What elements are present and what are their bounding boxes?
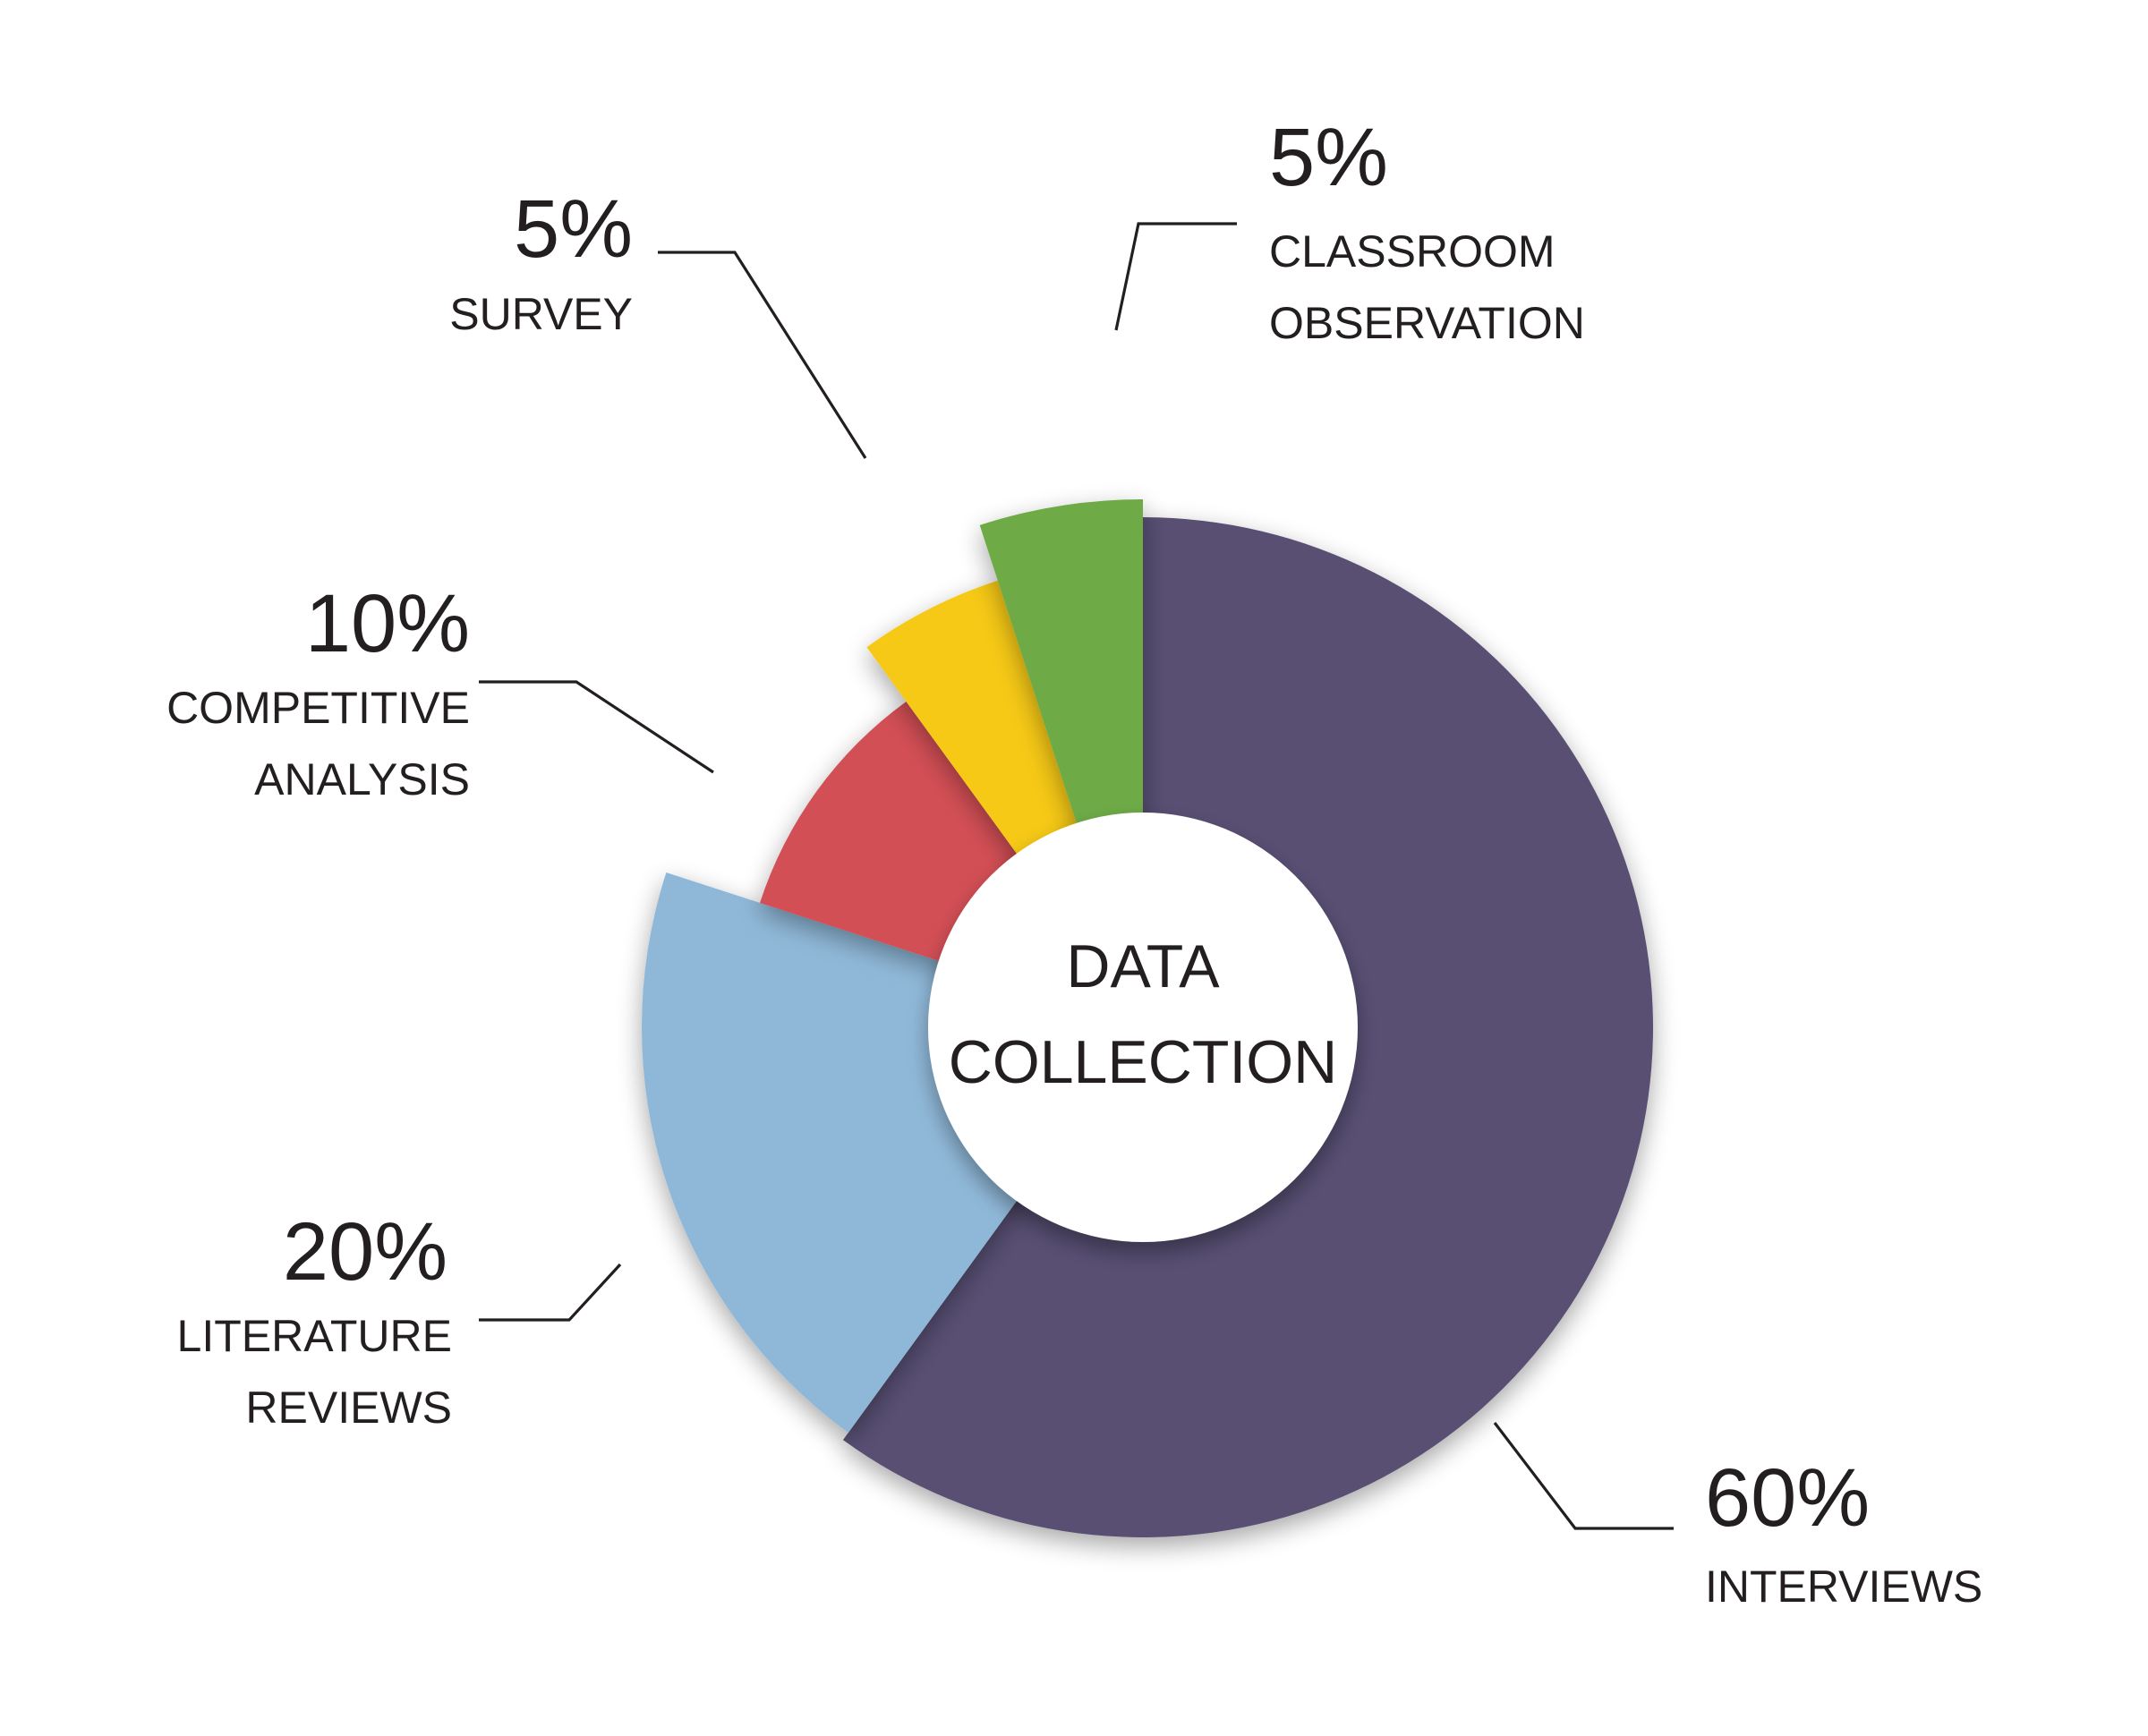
center-label-line-1: DATA	[1066, 932, 1220, 1000]
category-label-classroom-observation-line-1: CLASSROOM	[1269, 226, 1556, 277]
percent-label-classroom-observation: 5%	[1269, 112, 1388, 203]
percent-label-interviews: 60%	[1705, 1452, 1870, 1544]
category-label-classroom-observation-line-2: OBSERVATION	[1269, 298, 1585, 348]
leader-line-survey	[658, 251, 867, 459]
center-label-line-2: COLLECTION	[949, 1028, 1338, 1096]
category-label-competitive-analysis-line-2: ANALYSIS	[254, 754, 470, 804]
category-label-survey-line-1: SURVEY	[449, 289, 633, 339]
center-hole	[928, 813, 1358, 1242]
slice-labels: 60% INTERVIEWS 20% LITERATURE REVIEWS 10% COMP…	[166, 112, 1982, 1612]
leader-line-interviews	[1493, 1422, 1674, 1530]
leader-lines	[479, 222, 1674, 1530]
category-label-competitive-analysis-line-1: COMPETITIVE	[166, 683, 470, 733]
percent-label-literature-reviews: 20%	[283, 1206, 448, 1298]
category-label-interviews-line-1: INTERVIEWS	[1705, 1562, 1982, 1612]
percent-label-survey: 5%	[514, 183, 633, 275]
percent-label-competitive-analysis: 10%	[305, 578, 470, 669]
leader-line-literature-reviews	[479, 1263, 622, 1322]
leader-line-classroom-observation	[1114, 222, 1237, 331]
leader-line-competitive-analysis	[479, 680, 714, 774]
category-label-literature-reviews-line-1: LITERATURE	[177, 1311, 452, 1361]
category-label-literature-reviews-line-2: REVIEWS	[245, 1383, 452, 1433]
